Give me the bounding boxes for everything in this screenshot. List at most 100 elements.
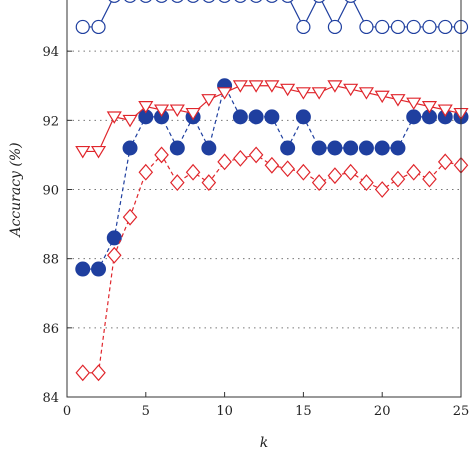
data-point	[185, 107, 201, 121]
series-3	[75, 80, 469, 159]
y-axis-label: Accuracy (%)	[8, 142, 24, 238]
data-point	[106, 230, 122, 246]
plot-frame	[66, 0, 462, 398]
y-tick-label: 86	[42, 322, 59, 337]
data-point	[281, 0, 294, 3]
data-point	[233, 149, 248, 167]
data-point	[264, 156, 280, 174]
data-point	[359, 174, 374, 191]
data-point	[422, 170, 437, 188]
data-point	[343, 83, 359, 97]
data-point	[140, 0, 152, 3]
data-point	[390, 140, 406, 156]
data-point	[296, 163, 311, 181]
data-point	[295, 109, 311, 125]
data-point	[358, 87, 375, 100]
data-point	[280, 83, 296, 97]
x-tick-label: 20	[374, 404, 391, 419]
data-point	[264, 109, 280, 125]
data-point	[203, 0, 215, 3]
data-point	[295, 87, 311, 100]
data-point	[374, 90, 390, 104]
data-point	[327, 80, 343, 93]
x-tick-label: 15	[295, 404, 312, 419]
data-point	[75, 364, 91, 382]
data-point	[201, 94, 217, 107]
data-point	[406, 19, 421, 35]
data-point	[437, 153, 453, 171]
data-point	[296, 19, 311, 35]
data-point	[154, 146, 169, 164]
data-point	[187, 0, 199, 3]
series-layer	[75, 0, 469, 382]
data-point	[169, 104, 185, 117]
data-point	[311, 87, 327, 100]
data-point	[311, 140, 327, 156]
axis-ticks: 0 5 10 15 20 25 84 86 88 90 92 94	[42, 45, 469, 419]
data-point	[437, 104, 453, 117]
data-point	[91, 364, 106, 382]
data-point	[422, 19, 437, 35]
data-point	[248, 146, 264, 164]
data-point	[374, 140, 390, 156]
data-point	[248, 80, 264, 93]
data-point	[217, 153, 232, 171]
data-point	[75, 145, 91, 159]
data-point	[153, 104, 170, 117]
data-point	[91, 261, 107, 277]
data-point	[124, 0, 136, 3]
data-point	[280, 160, 295, 178]
data-point	[375, 19, 390, 35]
data-point	[421, 101, 438, 114]
data-point	[250, 0, 262, 3]
data-point	[170, 174, 185, 191]
x-tick-label: 10	[216, 404, 233, 419]
data-point	[438, 19, 453, 35]
data-point	[217, 87, 233, 100]
data-point	[234, 0, 247, 3]
data-point	[138, 101, 154, 114]
data-point	[248, 109, 264, 125]
y-tick-label: 90	[42, 184, 59, 199]
data-point	[406, 163, 422, 181]
data-point	[343, 163, 358, 181]
series-4-line	[82, 153, 462, 374]
data-point	[344, 0, 357, 3]
x-tick-label: 5	[142, 404, 150, 419]
data-point	[171, 0, 184, 3]
data-point	[108, 0, 121, 3]
y-tick-label: 92	[42, 114, 59, 129]
data-point	[122, 208, 138, 226]
data-point	[201, 174, 217, 191]
data-point	[185, 163, 201, 181]
series-2	[75, 78, 469, 277]
y-tick-label: 88	[42, 253, 59, 268]
x-tick-label: 25	[453, 404, 470, 419]
data-point	[75, 261, 91, 277]
data-point	[343, 140, 359, 156]
data-point	[327, 19, 343, 35]
data-point	[390, 94, 406, 107]
data-point	[390, 170, 406, 188]
data-point	[201, 140, 217, 156]
data-point	[390, 19, 406, 35]
y-tick-label: 84	[42, 391, 59, 406]
data-point	[406, 109, 422, 125]
data-point	[218, 0, 231, 3]
data-point	[359, 19, 374, 35]
data-point	[232, 80, 248, 93]
data-point	[327, 167, 343, 185]
series-4	[75, 146, 469, 382]
data-point	[374, 181, 390, 198]
data-point	[106, 111, 122, 124]
series-1-line	[82, 0, 461, 29]
data-point	[327, 140, 343, 156]
data-point	[169, 140, 185, 156]
series-1	[75, 0, 469, 35]
x-tick-label: 0	[63, 404, 71, 419]
data-point	[313, 0, 325, 3]
data-point	[122, 140, 138, 156]
y-tick-label: 94	[42, 45, 59, 60]
data-point	[75, 19, 90, 35]
